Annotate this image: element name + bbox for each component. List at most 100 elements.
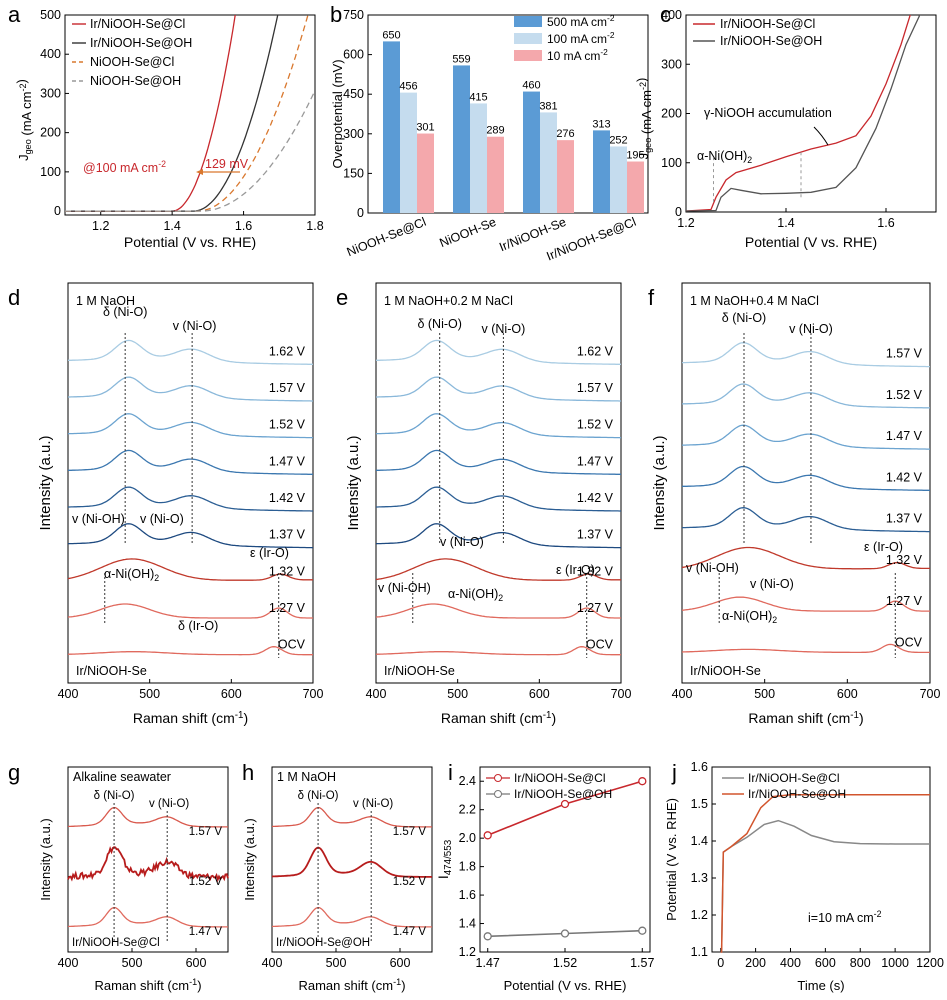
panel-b-bar (557, 140, 574, 213)
text-span: geo (643, 138, 653, 153)
panel-e-potential-label: 1.37 V (577, 528, 614, 542)
text-span: Raman shift (cm (133, 710, 235, 726)
panel-h-sample: Ir/NiOOH-Se@OH (276, 937, 370, 949)
panel-d-potential-label: 1.57 V (269, 381, 306, 395)
panel-g-ylabel: Intensity (a.u.) (38, 818, 53, 900)
panel-b-value-label: 415 (469, 91, 487, 103)
panel-e-spectrum (376, 486, 621, 512)
panel-d-potential-label: 1.52 V (269, 418, 306, 432)
panel-e-peak-label: α-Ni(OH)2 (448, 587, 503, 603)
panel-i-marker (483, 831, 492, 840)
panel-j-xtick-label: 400 (780, 956, 801, 970)
panel-letter-c: c (660, 2, 671, 27)
panel-b-value-label: 301 (416, 122, 434, 134)
panel-b-bar (487, 136, 504, 213)
panel-j-ytick-label: 1.1 (691, 945, 708, 959)
panel-d-ylabel: Intensity (a.u.) (37, 435, 54, 530)
panel-f-spectrum (681, 546, 930, 570)
panel-i-legend-marker (494, 774, 502, 782)
panel-letter-g: g (8, 760, 20, 785)
panel-c-ylabel: Jgeo (mA cm-2) (634, 78, 654, 160)
panel-f-potential-label: 1.42 V (886, 470, 923, 484)
text-span: -2 (607, 30, 615, 40)
text-span: @100 mA cm (83, 161, 158, 175)
panel-g-xtick-label: 500 (122, 956, 143, 970)
panel-e-peak-label: v (Ni-O) (440, 535, 484, 549)
panel-b-bar (400, 92, 417, 213)
panel-c-series-1 (686, 15, 921, 212)
panel-b-ytick-label: 150 (343, 166, 364, 180)
panel-e-potential-label: 1.42 V (577, 491, 614, 505)
panel-a-ytick-label: 100 (40, 165, 61, 179)
panel-b-legend-swatch (514, 50, 542, 61)
panel-a-series-2 (65, 15, 309, 212)
panel-b-bar (470, 103, 487, 213)
panel-j-ytick-label: 1.6 (691, 760, 708, 774)
panel-g-spectrum (67, 846, 229, 883)
panel-h-title: 1 M NaOH (277, 770, 336, 784)
panel-e-sample: Ir/NiOOH-Se (384, 664, 455, 678)
panel-a-ytick-label: 400 (40, 47, 61, 61)
panel-letter-h: h (242, 760, 254, 785)
panel-b-bar (453, 65, 470, 213)
panel-d-sample: Ir/NiOOH-Se (76, 664, 147, 678)
panel-e-potential-label: 1.27 V (577, 601, 614, 615)
text-span: α-Ni(OH) (448, 587, 498, 601)
panel-g-peak-label: v (Ni-O) (149, 798, 189, 810)
panel-i-legend-marker (494, 790, 502, 798)
panel-f-ylabel: Intensity (a.u.) (651, 435, 668, 530)
panel-i-marker (638, 926, 647, 935)
panel-a-xlabel: Potential (V vs. RHE) (124, 234, 256, 250)
panel-d-xtick-label: 500 (139, 687, 160, 701)
panel-c-xtick-label: 1.6 (877, 216, 894, 230)
panel-b-value-label: 276 (556, 128, 574, 140)
panel-e-xtick-label: 700 (611, 687, 632, 701)
panel-f-peak-label: α-Ni(OH)2 (722, 609, 777, 625)
panel-f-potential-label: 1.32 V (886, 553, 923, 567)
panel-j-ytick-label: 1.2 (691, 908, 708, 922)
panel-i-marker (638, 777, 647, 786)
panel-f-peak-label: v (Ni-O) (789, 322, 833, 336)
panel-e-potential-label: 1.57 V (577, 381, 614, 395)
panel-j-xtick-label: 800 (850, 956, 871, 970)
panel-a-ytick-label: 500 (40, 8, 61, 22)
panel-j-ytick-label: 1.4 (691, 834, 708, 848)
panel-a-plot (65, 15, 315, 212)
text-span: -1 (235, 710, 244, 721)
panel-h-potential-label: 1.47 V (393, 926, 427, 938)
panel-i-ytick-label: 1.6 (459, 888, 476, 902)
panel-g-peak-label: δ (Ni-O) (94, 790, 135, 802)
panel-d-potential-label: 1.42 V (269, 491, 306, 505)
panel-b-legend-swatch (514, 16, 542, 27)
panel-b-bar (610, 146, 627, 213)
panel-letter-f: f (648, 285, 655, 310)
panel-h-xlabel: Raman shift (cm-1) (298, 977, 405, 993)
panel-i-marker (483, 932, 492, 941)
panel-j-series-0 (720, 819, 930, 953)
text-span: J (16, 154, 31, 161)
panel-j-xtick-label: 1200 (916, 956, 944, 970)
panel-d-potential-label: 1.37 V (269, 528, 306, 542)
panel-d-spectrum (68, 449, 313, 475)
panel-e-potential-label: 1.52 V (577, 418, 614, 432)
text-span: -1 (543, 710, 552, 721)
panel-j-xtick-label: 1000 (881, 956, 909, 970)
panel-h-spectrum (271, 846, 433, 878)
panel-d-potential-label: OCV (278, 638, 306, 652)
panel-f-peak-label: ε (Ir-O) (864, 540, 903, 554)
panel-i-marker (560, 929, 570, 938)
panel-c-xlabel: Potential (V vs. RHE) (745, 234, 877, 250)
text-span: α-Ni(OH) (104, 567, 154, 581)
panel-e-peak-label: δ (Ni-O) (417, 317, 461, 331)
panel-e-title: 1 M NaOH+0.2 M NaCl (384, 294, 513, 308)
text-span: Raman shift (cm (94, 978, 189, 993)
panel-j-ytick-label: 1.5 (691, 797, 708, 811)
panel-b-bar (417, 133, 434, 213)
panel-letter-j: j (671, 760, 677, 785)
panel-i-legend-label: Ir/NiOOH-Se@OH (514, 787, 612, 801)
panel-b-bar (593, 130, 610, 213)
panel-c-xtick-label: 1.2 (677, 216, 694, 230)
panel-d-potential-label: 1.47 V (269, 454, 306, 468)
panel-d-spectrum (67, 523, 314, 549)
panel-f-peak-label: v (Ni-O) (750, 577, 794, 591)
